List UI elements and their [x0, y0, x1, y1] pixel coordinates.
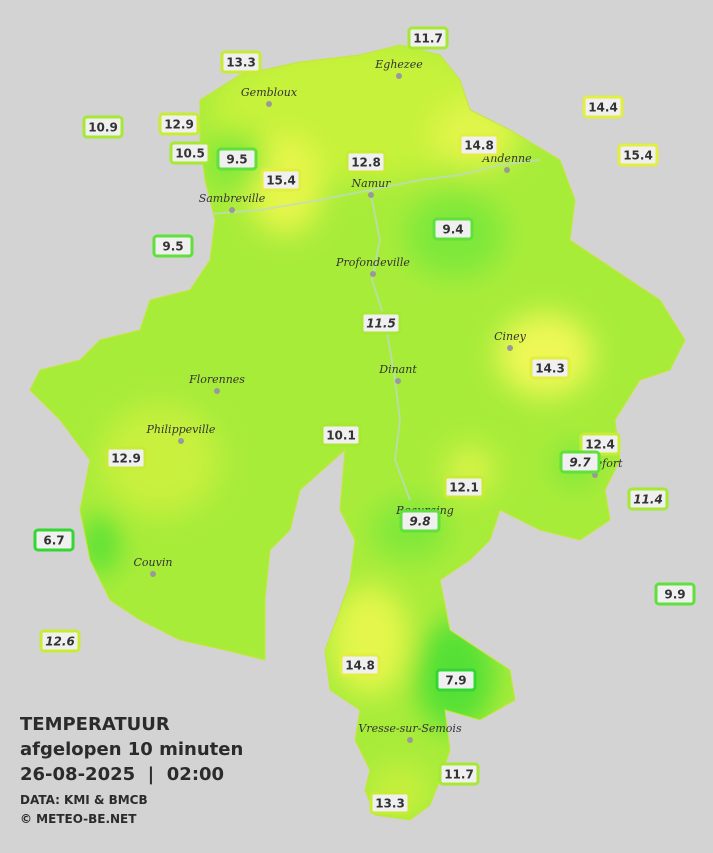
town-dot — [395, 378, 401, 384]
town-label: Gembloux — [241, 86, 298, 99]
station-box — [152, 234, 194, 258]
town-label: Florennes — [188, 373, 245, 386]
town-label: Namur — [351, 177, 392, 190]
town-label: Philippeville — [146, 423, 216, 436]
town-dot — [214, 388, 220, 394]
town-dot — [507, 345, 513, 351]
station-box — [216, 147, 258, 171]
station-box — [435, 668, 477, 692]
station-box — [529, 356, 571, 380]
town-dot — [407, 737, 413, 743]
station-value: 9.5 — [162, 240, 183, 254]
copyright: © METEO-BE.NET — [20, 812, 137, 826]
town-dot — [396, 73, 402, 79]
station-box — [399, 509, 441, 533]
station-value: 11.4 — [633, 493, 663, 507]
stations: 11.7 13.3 14.4 10.9 12.9 10.5 9.5 14.8 15.4 12.8 1… — [33, 26, 696, 815]
subtitle: afgelopen 10 minuten — [20, 739, 243, 760]
station-box — [105, 446, 147, 470]
station-value: 13.3 — [375, 797, 405, 811]
station-box — [33, 528, 75, 552]
station-box — [369, 791, 411, 815]
station-box — [443, 475, 485, 499]
town-label: Ciney — [494, 330, 527, 343]
station-value: 12.1 — [449, 481, 479, 495]
station-box — [438, 762, 480, 786]
station-box — [407, 26, 449, 50]
station-value: 11.5 — [366, 317, 396, 331]
station-value: 10.1 — [326, 429, 356, 443]
town-dot — [178, 438, 184, 444]
town-label: Sambreville — [199, 192, 266, 205]
station-box — [158, 112, 200, 136]
station-value: 15.4 — [623, 149, 653, 163]
station-box — [458, 133, 500, 157]
station-box — [360, 311, 402, 335]
town-label: Eghezee — [374, 58, 423, 71]
station-value: 13.3 — [226, 56, 256, 70]
station-value: 9.8 — [409, 515, 430, 529]
station-box — [260, 168, 302, 192]
town-dot — [150, 571, 156, 577]
station-box — [39, 629, 81, 653]
station-value: 14.3 — [535, 362, 565, 376]
town-label: Couvin — [134, 556, 173, 569]
town-label: Dinant — [378, 363, 417, 376]
town-dot — [504, 167, 510, 173]
station-value: 9.7 — [569, 456, 591, 470]
station-value: 10.5 — [175, 147, 205, 161]
station-box — [654, 582, 696, 606]
station-box — [617, 143, 659, 167]
town-label: Vresse-sur-Semois — [358, 722, 462, 735]
timestamp: 26-08-2025 | 02:00 — [20, 764, 224, 785]
station-box — [82, 115, 124, 139]
station-box — [345, 150, 387, 174]
station-value: 9.5 — [226, 153, 247, 167]
town-dot — [368, 192, 374, 198]
station-box — [627, 487, 669, 511]
station-value: 12.9 — [164, 118, 194, 132]
source: DATA: KMI & BMCB — [20, 793, 148, 807]
station-value: 12.8 — [351, 156, 381, 170]
station-box — [559, 450, 601, 474]
station-value: 14.8 — [345, 659, 375, 673]
station-value: 7.9 — [445, 674, 466, 688]
station-box — [339, 653, 381, 677]
station-value: 14.4 — [588, 101, 618, 115]
town-label: Profondeville — [335, 256, 410, 269]
station-value: 15.4 — [266, 174, 296, 188]
station-value: 9.4 — [442, 223, 463, 237]
station-value: 12.6 — [45, 635, 75, 649]
station-box — [582, 95, 624, 119]
town-dot — [370, 271, 376, 277]
station-value: 10.9 — [88, 121, 118, 135]
station-box — [432, 217, 474, 241]
station-box — [169, 141, 211, 165]
town-dot — [266, 101, 272, 107]
station-value: 12.9 — [111, 452, 141, 466]
station-value: 14.8 — [464, 139, 494, 153]
town-dot — [229, 207, 235, 213]
station-value: 11.7 — [413, 32, 443, 46]
station-value: 12.4 — [585, 438, 615, 452]
station-value: 9.9 — [664, 588, 685, 602]
station-value: 6.7 — [43, 534, 64, 548]
station-value: 11.7 — [444, 768, 474, 782]
station-box — [220, 50, 262, 74]
station-box — [320, 423, 362, 447]
title: TEMPERATUUR — [20, 714, 170, 735]
